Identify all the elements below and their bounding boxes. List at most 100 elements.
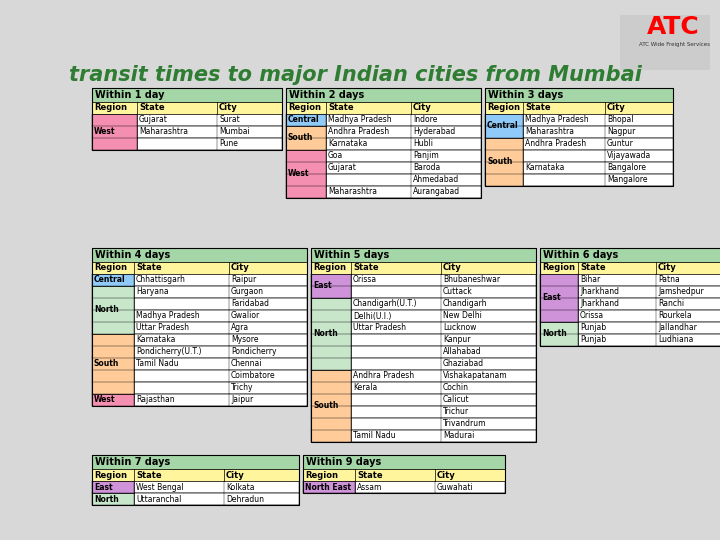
Text: Faridabad: Faridabad	[231, 300, 269, 308]
Text: Mumbai: Mumbai	[219, 127, 250, 137]
Bar	[92, 481, 134, 493]
Bar	[92, 248, 307, 406]
Text: Punjab: Punjab	[580, 323, 606, 333]
Text: Uttar Pradesh: Uttar Pradesh	[353, 323, 406, 333]
Text: Within 1 day: Within 1 day	[95, 90, 164, 100]
Text: Ghaziabad: Ghaziabad	[443, 360, 484, 368]
Text: transit times to major Indian cities from Mumbai: transit times to major Indian cities fro…	[68, 65, 642, 85]
Text: Uttaranchal: Uttaranchal	[136, 495, 181, 503]
Text: Madhya Pradesh: Madhya Pradesh	[328, 116, 392, 125]
Text: Delhi(U.I.): Delhi(U.I.)	[353, 312, 392, 321]
Bar	[92, 394, 307, 406]
Text: Rourkela: Rourkela	[658, 312, 692, 321]
Bar	[540, 322, 720, 334]
Text: Within 6 days: Within 6 days	[543, 250, 618, 260]
Bar	[303, 455, 505, 469]
Text: City: City	[413, 104, 432, 112]
Bar	[540, 274, 578, 322]
Bar	[286, 114, 326, 126]
Text: Orissa: Orissa	[580, 312, 604, 321]
Text: Trichur: Trichur	[443, 408, 469, 416]
Text: Bihar: Bihar	[580, 275, 600, 285]
Text: Jallandhar: Jallandhar	[658, 323, 697, 333]
Text: Rajasthan: Rajasthan	[136, 395, 175, 404]
Text: State: State	[136, 264, 161, 273]
Text: Maharashtra: Maharashtra	[328, 187, 377, 197]
Bar	[311, 418, 536, 430]
Bar	[92, 114, 137, 150]
Text: South: South	[313, 402, 338, 410]
Text: Cuttack: Cuttack	[443, 287, 473, 296]
Bar	[311, 370, 536, 382]
Bar	[303, 455, 505, 493]
Text: South: South	[288, 133, 313, 143]
Text: Vijayawada: Vijayawada	[607, 152, 652, 160]
Text: Surat: Surat	[219, 116, 240, 125]
Text: City: City	[219, 104, 238, 112]
Bar	[286, 186, 481, 198]
Text: Region: Region	[94, 264, 127, 273]
Text: North: North	[542, 329, 567, 339]
Text: City: City	[437, 470, 456, 480]
Text: Mysore: Mysore	[231, 335, 258, 345]
Text: North: North	[313, 329, 338, 339]
Bar	[540, 262, 720, 274]
Text: Within 9 days: Within 9 days	[306, 457, 382, 467]
Bar	[92, 310, 307, 322]
Text: Assam: Assam	[357, 483, 382, 491]
Bar	[540, 310, 720, 322]
Text: State: State	[580, 264, 606, 273]
Text: Central: Central	[487, 122, 518, 131]
Text: Madhya Pradesh: Madhya Pradesh	[525, 116, 589, 125]
Text: Dehradun: Dehradun	[226, 495, 264, 503]
Text: North: North	[94, 495, 119, 503]
Bar	[485, 138, 673, 150]
Text: Kerala: Kerala	[353, 383, 377, 393]
Bar	[311, 322, 536, 334]
Bar	[311, 334, 536, 346]
Text: East: East	[94, 483, 112, 491]
Text: Central: Central	[288, 116, 320, 125]
Text: Trichy: Trichy	[231, 383, 253, 393]
Text: Central: Central	[94, 275, 125, 285]
Text: North: North	[94, 306, 119, 314]
Text: Panjim: Panjim	[413, 152, 438, 160]
Text: Lucknow: Lucknow	[443, 323, 477, 333]
Bar	[92, 382, 307, 394]
Text: West: West	[94, 127, 115, 137]
Bar	[485, 88, 673, 186]
Text: Chennai: Chennai	[231, 360, 263, 368]
Text: Calicut: Calicut	[443, 395, 469, 404]
Bar	[286, 150, 481, 162]
Bar	[311, 248, 536, 262]
Text: Madurai: Madurai	[443, 431, 474, 441]
Bar	[311, 262, 536, 274]
Text: State: State	[525, 104, 551, 112]
Bar	[92, 262, 307, 274]
Bar	[485, 126, 673, 138]
Bar	[540, 248, 720, 346]
Text: Indore: Indore	[413, 116, 437, 125]
Text: Chhattisgarh: Chhattisgarh	[136, 275, 186, 285]
Bar	[311, 286, 536, 298]
Bar	[92, 322, 307, 334]
Bar	[286, 114, 481, 126]
Text: Hyderabad: Hyderabad	[413, 127, 455, 137]
Text: Ludhiana: Ludhiana	[658, 335, 693, 345]
Text: Guntur: Guntur	[607, 139, 634, 148]
Text: Jharkhand: Jharkhand	[580, 300, 619, 308]
Bar	[286, 126, 326, 150]
Text: Agra: Agra	[231, 323, 249, 333]
Bar	[311, 248, 536, 442]
Text: Allahabad: Allahabad	[443, 348, 482, 356]
Text: Andhra Pradesh: Andhra Pradesh	[525, 139, 586, 148]
Text: Gujarat: Gujarat	[328, 164, 357, 172]
Text: Pondicherry(U.T.): Pondicherry(U.T.)	[136, 348, 202, 356]
Text: Region: Region	[542, 264, 575, 273]
Text: Karnataka: Karnataka	[328, 139, 367, 148]
Text: Ranchi: Ranchi	[658, 300, 684, 308]
Bar	[286, 126, 481, 138]
Text: Andhra Pradesh: Andhra Pradesh	[353, 372, 414, 381]
Text: Haryana: Haryana	[136, 287, 168, 296]
Bar	[311, 430, 536, 442]
